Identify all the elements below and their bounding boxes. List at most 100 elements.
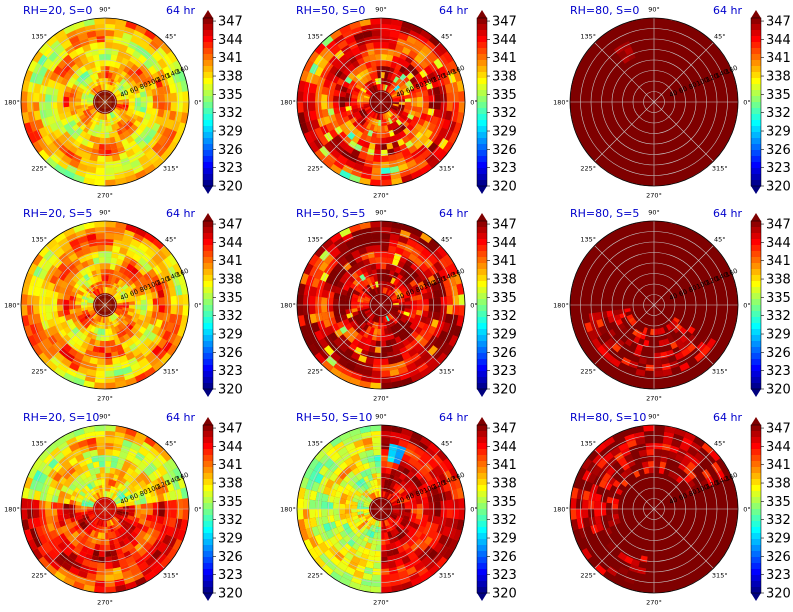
heat-cell (37, 138, 48, 150)
heat-cell (602, 65, 612, 75)
heat-cell (105, 72, 109, 79)
heat-cell (95, 233, 105, 240)
heat-cell (129, 462, 138, 471)
heat-cell (711, 257, 722, 269)
heat-cell (99, 263, 105, 270)
angle-label: 90° (99, 413, 111, 421)
heat-cell (125, 148, 135, 158)
heat-cell (108, 513, 114, 519)
heat-cell (371, 93, 377, 99)
heat-cell (336, 321, 345, 329)
polar-frame (569, 17, 739, 187)
heat-cell (679, 84, 688, 91)
heat-cell (381, 179, 392, 186)
heat-cell (303, 102, 310, 113)
heat-cell (666, 324, 673, 331)
heat-cell (53, 232, 66, 244)
heat-cell (386, 503, 393, 507)
colorbar-tick-label: 332 (218, 106, 243, 121)
heat-cell (118, 151, 128, 160)
heat-cell (148, 447, 161, 459)
heat-cell (436, 149, 448, 162)
heat-cell (105, 580, 116, 587)
heat-cell (327, 102, 334, 110)
heat-cell (86, 302, 94, 305)
heat-cell (72, 377, 85, 387)
heat-cell (661, 313, 667, 320)
heat-cell (33, 286, 42, 297)
heat-cell (641, 313, 647, 320)
heat-cell (647, 316, 651, 323)
heat-cell (654, 370, 664, 377)
heat-cell (570, 112, 579, 124)
heat-cell (134, 372, 147, 383)
heat-cell (177, 325, 187, 338)
heat-cell (366, 109, 373, 115)
heat-cell (105, 245, 113, 252)
heat-cell (318, 135, 329, 146)
heat-cell (618, 102, 625, 107)
heat-cell (401, 249, 411, 259)
heat-cell (69, 362, 80, 372)
heat-cell (390, 325, 396, 333)
heat-cell (670, 283, 678, 291)
heat-cell (391, 106, 398, 111)
heat-cell (366, 122, 372, 130)
heat-cell (83, 380, 95, 389)
heat-cell (112, 332, 119, 340)
heat-cell (158, 102, 166, 110)
heat-cell (63, 169, 76, 180)
heat-cell (408, 144, 418, 154)
heat-cell (110, 511, 117, 515)
heat-cell (125, 290, 133, 296)
heat-cell (398, 162, 409, 172)
heat-cell (84, 63, 92, 71)
heat-cell (134, 305, 141, 310)
heat-cell (78, 143, 87, 152)
heat-cell (638, 91, 645, 96)
radial-tick-label: 60 (678, 85, 689, 96)
colorbar-tick-label: 326 (218, 346, 243, 361)
heat-cell (384, 92, 390, 98)
heat-cell (624, 98, 631, 102)
heat-cell (130, 491, 139, 498)
heat-cell (683, 169, 696, 180)
heat-cell (392, 127, 399, 136)
heat-cell (47, 282, 56, 292)
heat-cell (299, 69, 309, 82)
heat-cell (124, 83, 131, 90)
heat-cell (637, 61, 645, 69)
heat-cell (381, 305, 387, 308)
heat-cell (651, 83, 654, 91)
heat-cell (32, 50, 44, 63)
angle-label: 270° (97, 395, 113, 403)
heat-cell (381, 269, 386, 276)
heat-cell (152, 564, 165, 576)
heat-cell (654, 113, 657, 121)
heat-cell (116, 308, 123, 312)
heat-cell (94, 580, 105, 587)
panel-6: 90°45°0°315°270°225°180°135°406080100120… (553, 207, 791, 403)
heat-cell (624, 371, 636, 381)
colorbar-tick-label: 344 (218, 33, 243, 48)
heat-cell (351, 371, 363, 381)
heat-cell (136, 318, 144, 326)
heat-cell (665, 271, 672, 280)
heat-cell (375, 509, 381, 512)
colorbar-tick-label: 335 (766, 291, 791, 306)
heat-cell (423, 65, 433, 75)
heat-cell (438, 127, 448, 138)
heat-cell (73, 283, 82, 290)
heat-cell (641, 257, 649, 265)
heat-cell (658, 288, 663, 295)
heat-cell (118, 44, 128, 53)
heat-cell (33, 110, 42, 121)
heat-cell (141, 34, 153, 45)
heat-cell (148, 355, 161, 367)
heat-cell (62, 140, 73, 150)
heat-cell (121, 80, 129, 88)
heat-cell (128, 98, 135, 102)
heat-cell (413, 140, 424, 150)
heat-cell (671, 32, 682, 42)
